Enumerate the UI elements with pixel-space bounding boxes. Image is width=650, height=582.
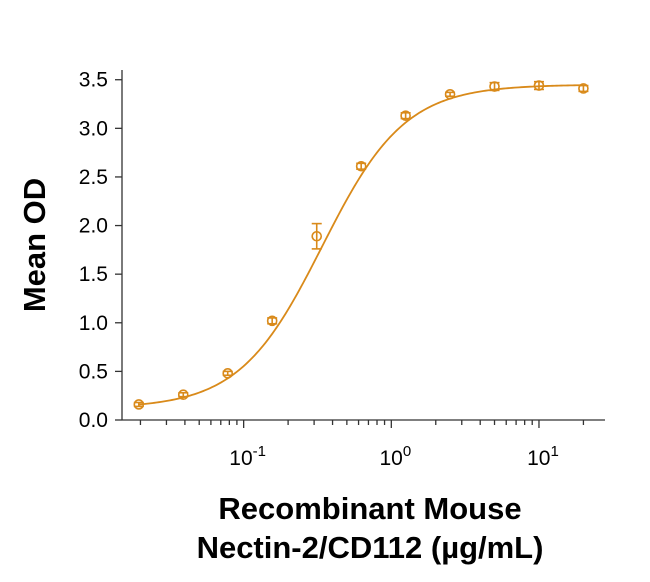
x-axis-title-line-1: Recombinant Mouse [218, 491, 521, 526]
point-marker [222, 368, 234, 379]
data-point [400, 110, 411, 121]
y-tick-label: 2.0 [79, 215, 108, 238]
point-marker [266, 315, 278, 327]
data-point [489, 81, 500, 92]
y-tick-label: 1.0 [79, 312, 108, 335]
x-axis-title-line-2: Nectin-2/CD112 (µg/mL) [197, 530, 544, 565]
data-point [578, 83, 589, 94]
data-point [266, 315, 278, 327]
point-marker [489, 81, 500, 92]
point-marker [133, 399, 145, 410]
point-marker [355, 160, 367, 172]
y-tick-label: 3.0 [79, 117, 108, 140]
fit-curve [138, 84, 584, 406]
point-marker [400, 110, 411, 121]
y-ticks: 0.0 0.5 1.0 1.5 2.0 2.5 3.0 3.5 [79, 69, 122, 432]
point-marker [311, 230, 323, 242]
data-point [311, 222, 323, 250]
y-tick-label: 0.5 [79, 360, 108, 383]
y-tick-label: 0.0 [79, 409, 108, 432]
y-tick-label: 1.5 [79, 263, 108, 286]
x-tick-label: 101 [527, 443, 559, 470]
axes [121, 70, 605, 421]
x-tick-label: 10-1 [229, 443, 266, 470]
y-tick-label: 2.5 [79, 166, 108, 189]
data-point [355, 160, 367, 172]
y-axis-title: Mean OD [17, 178, 52, 312]
data-point [133, 399, 145, 410]
x-tick-label: 100 [379, 443, 411, 470]
data-point [444, 89, 456, 100]
data-point [222, 368, 234, 379]
point-marker [444, 89, 456, 100]
point-marker [177, 389, 189, 401]
point-marker [533, 80, 545, 91]
data-point [533, 80, 545, 91]
x-ticks: 10-1 100 101 [139, 420, 585, 470]
point-marker [578, 83, 589, 94]
data-points [133, 80, 589, 410]
data-point [177, 389, 189, 401]
y-tick-label: 3.5 [79, 69, 108, 92]
